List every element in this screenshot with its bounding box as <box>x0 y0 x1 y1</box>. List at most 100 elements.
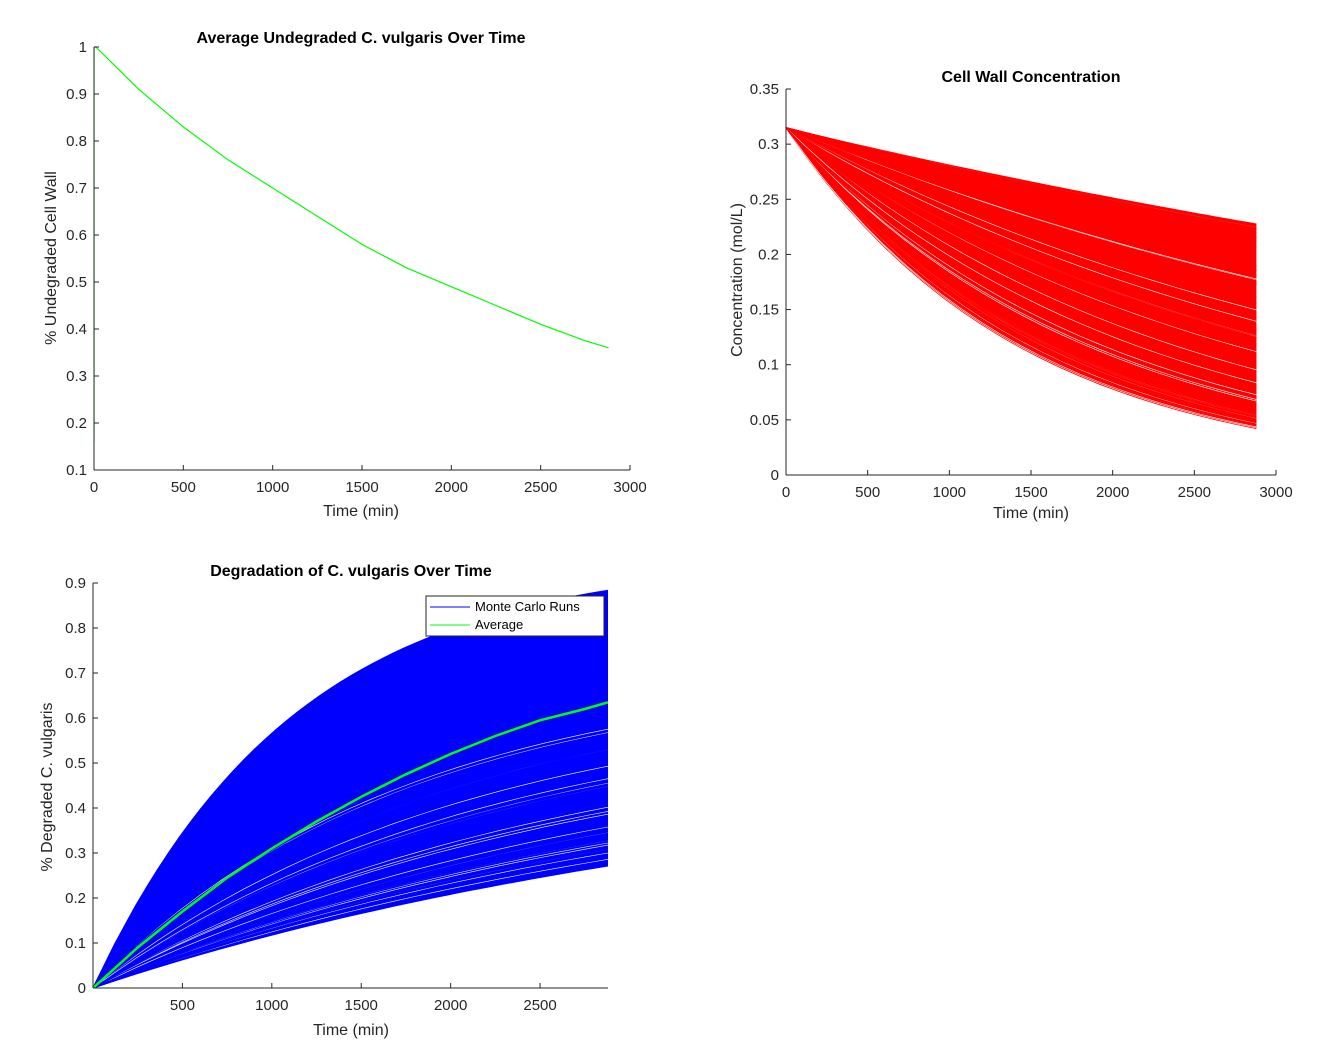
monte-carlo-run <box>786 127 1257 392</box>
monte-carlo-run <box>93 651 608 988</box>
monte-carlo-run <box>93 741 608 988</box>
y-tick-label: 0.25 <box>750 191 779 208</box>
monte-carlo-run <box>93 864 608 988</box>
legend-label-average: Average <box>475 617 523 632</box>
axes: 500 1000 1500 2000 2500 0 0.1 0.2 0.3 0.4 0.5 0.6 0.… <box>65 575 608 1014</box>
monte-carlo-run <box>93 768 608 988</box>
x-tick-label: 2500 <box>523 997 556 1014</box>
monte-carlo-run <box>93 775 608 988</box>
monte-carlo-run <box>93 851 608 988</box>
monte-carlo-run <box>786 127 1257 402</box>
y-tick-label: 0.4 <box>65 800 86 817</box>
x-tick-label: 1500 <box>1014 484 1047 501</box>
monte-carlo-run <box>93 785 608 988</box>
x-tick-label: 500 <box>171 479 196 496</box>
monte-carlo-run <box>93 689 608 988</box>
monte-carlo-run <box>786 127 1257 405</box>
monte-carlo-run <box>93 861 608 988</box>
monte-carlo-run <box>786 127 1257 356</box>
monte-carlo-run <box>786 127 1257 359</box>
monte-carlo-run <box>93 815 608 988</box>
monte-carlo-run <box>786 127 1257 310</box>
y-tick-label: 0.6 <box>65 710 86 727</box>
y-tick-label: 0 <box>78 980 86 997</box>
axes: 0 500 1000 1500 2000 2500 3000 0 0.05 0.1 0.15 0.2 0… <box>750 81 1293 501</box>
monte-carlo-run <box>93 728 608 988</box>
chart-average-undegraded: Average Undegraded C. vulgaris Over Time… <box>43 30 647 520</box>
monte-carlo-run <box>93 747 608 988</box>
monte-carlo-run <box>93 756 608 988</box>
monte-carlo-run <box>786 127 1257 284</box>
x-tick-label: 2500 <box>1178 484 1211 501</box>
x-tick-label: 1500 <box>345 997 378 1014</box>
monte-carlo-run <box>93 711 608 988</box>
series-group <box>94 46 609 442</box>
monte-carlo-run <box>93 719 608 988</box>
monte-carlo-run <box>786 127 1257 397</box>
monte-carlo-run <box>93 638 608 988</box>
monte-carlo-run <box>93 778 608 988</box>
monte-carlo-run <box>93 761 608 988</box>
monte-carlo-run <box>786 127 1257 410</box>
monte-carlo-run <box>786 127 1257 373</box>
y-tick-label: 0.5 <box>65 755 86 772</box>
average-undegraded-line <box>94 46 609 442</box>
monte-carlo-run <box>93 824 608 988</box>
monte-carlo-run <box>786 127 1257 331</box>
x-tick-label: 500 <box>855 484 880 501</box>
monte-carlo-run <box>93 765 608 988</box>
monte-carlo-run <box>786 127 1257 243</box>
x-tick-label: 1000 <box>255 997 288 1014</box>
monte-carlo-run <box>786 127 1257 399</box>
monte-carlo-run <box>786 127 1257 347</box>
y-axis-label: % Undegraded Cell Wall <box>43 171 60 345</box>
monte-carlo-run <box>93 622 608 988</box>
monte-carlo-run <box>93 646 608 988</box>
monte-carlo-run <box>93 672 608 988</box>
monte-carlo-run <box>93 671 608 988</box>
y-tick-label: 0.9 <box>65 575 86 592</box>
monte-carlo-run <box>93 831 608 988</box>
monte-carlo-run <box>786 127 1257 381</box>
x-tick-label: 1000 <box>933 484 966 501</box>
monte-carlo-run <box>786 127 1257 379</box>
monte-carlo-run <box>786 127 1257 343</box>
x-tick-label: 2500 <box>524 479 557 496</box>
monte-carlo-run <box>93 667 608 988</box>
monte-carlo-run <box>93 627 608 988</box>
monte-carlo-run <box>93 853 608 988</box>
x-axis-label: Time (min) <box>323 503 399 520</box>
monte-carlo-run <box>786 127 1257 419</box>
monte-carlo-run <box>786 127 1257 420</box>
monte-carlo-run <box>786 127 1257 389</box>
y-tick-label: 0.9 <box>66 86 87 103</box>
monte-carlo-run <box>93 700 608 988</box>
series-group <box>93 589 608 988</box>
monte-carlo-run <box>786 127 1257 383</box>
monte-carlo-run <box>786 127 1257 415</box>
x-tick-label: 1000 <box>256 479 289 496</box>
y-tick-label: 0.15 <box>750 302 779 319</box>
monte-carlo-run <box>93 681 608 988</box>
monte-carlo-run <box>93 857 608 988</box>
y-axis-label: % Degraded C. vulgaris <box>39 703 56 872</box>
y-tick-label: 0.3 <box>66 368 87 385</box>
monte-carlo-run <box>786 127 1257 271</box>
monte-carlo-run <box>786 127 1257 282</box>
chart-title: Degradation of C. vulgaris Over Time <box>210 563 492 580</box>
monte-carlo-run <box>93 636 608 988</box>
monte-carlo-run <box>93 649 608 988</box>
monte-carlo-run <box>93 691 608 988</box>
series-group <box>786 127 1257 429</box>
plot-area <box>786 127 1257 429</box>
x-axis-label: Time (min) <box>313 1022 389 1039</box>
monte-carlo-run <box>93 811 608 988</box>
monte-carlo-run <box>93 620 608 988</box>
monte-carlo-run <box>786 127 1257 363</box>
monte-carlo-run <box>93 787 608 988</box>
monte-carlo-run <box>786 127 1257 423</box>
monte-carlo-run <box>786 127 1257 413</box>
monte-carlo-run <box>786 127 1257 239</box>
monte-carlo-run <box>93 665 608 988</box>
monte-carlo-run <box>93 804 608 988</box>
